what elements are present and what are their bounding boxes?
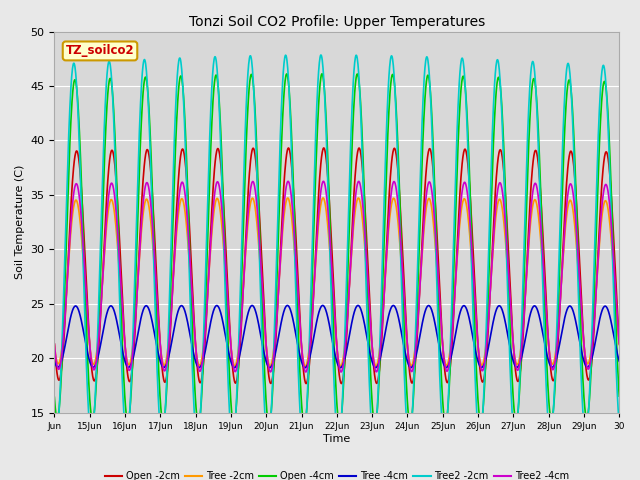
Tree2 -2cm	[616, 421, 623, 427]
Open -4cm	[323, 129, 330, 135]
Open -2cm	[554, 347, 561, 353]
Line: Open -2cm: Open -2cm	[54, 148, 620, 384]
Tree2 -2cm	[554, 305, 561, 311]
Tree -4cm	[312, 324, 319, 330]
Tree2 -4cm	[312, 255, 319, 261]
Open -4cm	[300, 422, 308, 428]
Tree -2cm	[323, 212, 330, 218]
Tree2 -2cm	[300, 441, 307, 446]
Tree2 -2cm	[323, 146, 330, 152]
Line: Tree2 -2cm: Tree2 -2cm	[54, 55, 620, 444]
Tree -4cm	[616, 358, 623, 364]
Tree2 -4cm	[319, 179, 327, 184]
Tree -4cm	[139, 309, 147, 314]
Tree2 -4cm	[471, 293, 479, 299]
Y-axis label: Soil Temperature (C): Soil Temperature (C)	[15, 165, 25, 279]
Open -2cm	[139, 182, 147, 188]
Tree2 -2cm	[609, 261, 616, 266]
Line: Tree -2cm: Tree -2cm	[54, 198, 620, 366]
Line: Tree -4cm: Tree -4cm	[54, 305, 620, 368]
Open -2cm	[616, 341, 623, 347]
Tree2 -2cm	[312, 132, 319, 137]
Tree -4cm	[323, 310, 330, 316]
Tree2 -4cm	[302, 369, 310, 375]
Tree -2cm	[139, 215, 147, 220]
Open -2cm	[302, 381, 310, 386]
Open -4cm	[139, 95, 147, 100]
Tree -2cm	[319, 195, 327, 201]
Tree -4cm	[319, 302, 326, 308]
Tree -4cm	[471, 344, 479, 349]
Tree2 -4cm	[51, 341, 58, 347]
Tree -2cm	[609, 255, 616, 261]
Tree2 -4cm	[139, 204, 147, 210]
X-axis label: Time: Time	[323, 433, 351, 444]
Open -2cm	[609, 216, 616, 222]
Open -4cm	[318, 71, 326, 77]
Tree2 -4cm	[554, 338, 561, 344]
Open -4cm	[616, 393, 623, 399]
Tree -2cm	[471, 302, 479, 308]
Line: Open -4cm: Open -4cm	[54, 74, 620, 425]
Text: TZ_soilco2: TZ_soilco2	[66, 45, 134, 58]
Open -4cm	[609, 228, 616, 234]
Tree2 -2cm	[51, 423, 58, 429]
Open -4cm	[312, 171, 319, 177]
Tree2 -4cm	[323, 194, 330, 200]
Tree2 -4cm	[616, 341, 623, 347]
Tree -4cm	[609, 326, 616, 332]
Open -4cm	[51, 395, 58, 400]
Tree -2cm	[301, 363, 309, 369]
Tree -2cm	[51, 342, 58, 348]
Tree -2cm	[554, 332, 561, 338]
Tree -4cm	[301, 365, 309, 371]
Open -4cm	[554, 329, 561, 335]
Open -2cm	[51, 341, 58, 347]
Open -2cm	[312, 248, 319, 253]
Tree -2cm	[616, 342, 623, 348]
Tree -2cm	[312, 258, 319, 264]
Tree -4cm	[51, 359, 58, 364]
Open -4cm	[471, 324, 479, 329]
Legend: Open -2cm, Tree -2cm, Open -4cm, Tree -4cm, Tree2 -2cm, Tree2 -4cm: Open -2cm, Tree -2cm, Open -4cm, Tree -4…	[100, 467, 573, 480]
Tree2 -2cm	[471, 362, 479, 368]
Open -2cm	[471, 280, 479, 286]
Open -2cm	[323, 161, 330, 167]
Title: Tonzi Soil CO2 Profile: Upper Temperatures: Tonzi Soil CO2 Profile: Upper Temperatur…	[189, 15, 485, 29]
Open -2cm	[320, 145, 328, 151]
Tree -4cm	[554, 352, 561, 358]
Tree2 -2cm	[139, 65, 147, 71]
Line: Tree2 -4cm: Tree2 -4cm	[54, 181, 620, 372]
Tree2 -2cm	[317, 52, 324, 58]
Tree2 -4cm	[609, 241, 616, 247]
